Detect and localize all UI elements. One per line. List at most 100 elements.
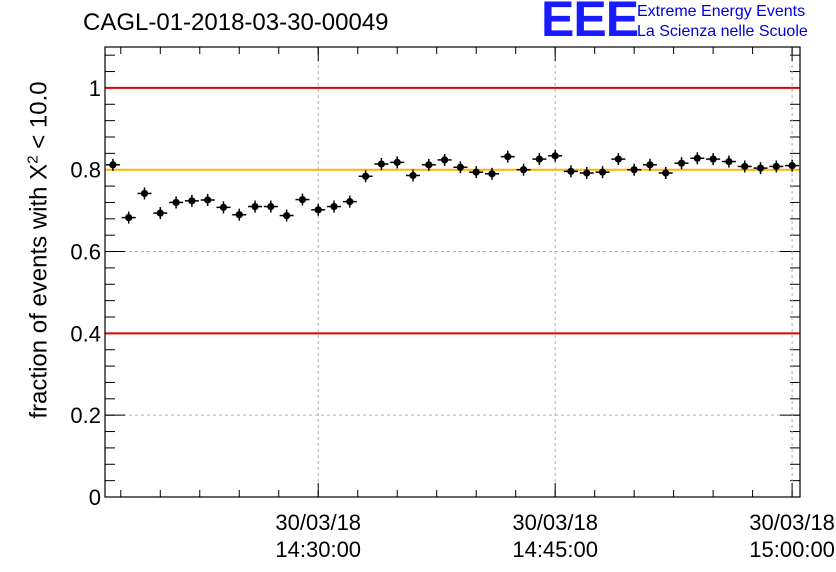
data-point xyxy=(295,193,310,206)
data-point-marker xyxy=(488,170,496,178)
x-tick-label-time: 14:45:00 xyxy=(512,537,598,562)
data-point-marker xyxy=(646,161,654,169)
data-point-marker xyxy=(235,211,243,219)
data-point-marker xyxy=(535,155,543,163)
data-point xyxy=(342,195,357,208)
data-point-marker xyxy=(630,166,638,174)
y-tick-label: 1 xyxy=(89,76,101,101)
logo-line-2: La Scienza nelle Scuole xyxy=(637,23,808,40)
data-point-marker xyxy=(662,169,670,177)
data-point-marker xyxy=(772,162,780,171)
x-tick-label-date: 30/03/18 xyxy=(749,510,835,535)
data-point-marker xyxy=(204,196,212,204)
data-point xyxy=(453,161,468,174)
data-point xyxy=(421,158,436,171)
y-axis-label-sup: 2 xyxy=(24,155,42,164)
data-point-marker xyxy=(756,164,765,172)
data-point xyxy=(563,165,578,178)
data-point-marker xyxy=(267,202,275,211)
y-tick-label: 0.2 xyxy=(70,403,101,428)
data-point-marker xyxy=(156,209,164,217)
chart-title: CAGL-01-2018-03-30-00049 xyxy=(83,9,389,36)
data-point xyxy=(484,167,499,180)
data-point-marker xyxy=(583,169,591,177)
data-point xyxy=(358,170,373,183)
data-point-marker xyxy=(219,203,228,211)
data-point xyxy=(406,169,421,182)
y-tick-label: 0.8 xyxy=(70,158,101,183)
data-point xyxy=(311,203,326,216)
y-axis-label: fraction of events with X2 < 10.0 xyxy=(25,81,54,418)
data-point-marker xyxy=(314,206,322,214)
y-tick-label: 0.4 xyxy=(70,321,101,346)
plot-frame xyxy=(104,46,801,498)
data-point-marker xyxy=(472,168,480,176)
data-point-marker xyxy=(251,202,259,211)
data-point xyxy=(579,167,594,179)
x-tick-label-time: 15:00:00 xyxy=(749,537,835,562)
data-point-marker xyxy=(298,195,307,204)
data-point-marker xyxy=(614,155,622,163)
data-point-marker xyxy=(725,157,733,166)
data-point xyxy=(721,155,736,168)
y-axis-label-suffix: < 10.0 xyxy=(25,81,53,156)
data-point xyxy=(769,160,784,173)
data-point-marker xyxy=(456,163,464,171)
data-point xyxy=(674,157,689,170)
data-point-marker xyxy=(172,198,180,207)
data-point xyxy=(200,194,215,206)
data-point-marker xyxy=(330,202,338,211)
data-point xyxy=(548,149,563,162)
y-axis-label-prefix: fraction of events with X xyxy=(25,163,53,419)
data-point-marker xyxy=(409,171,417,180)
data-point-marker xyxy=(125,213,133,222)
data-point xyxy=(279,209,294,222)
data-point-marker xyxy=(425,161,433,169)
data-point xyxy=(737,160,752,173)
data-point-marker xyxy=(693,154,701,162)
data-point-marker xyxy=(504,153,512,161)
data-point xyxy=(595,166,610,179)
data-point xyxy=(121,211,136,224)
data-point xyxy=(690,152,705,165)
data-point-marker xyxy=(109,161,117,169)
data-point-marker xyxy=(346,198,354,206)
x-tick-label-time: 14:30:00 xyxy=(275,537,361,562)
data-point-marker xyxy=(567,167,575,175)
data-point-marker xyxy=(709,155,717,163)
data-point xyxy=(216,201,231,214)
data-point xyxy=(785,159,800,172)
x-tick-label-date: 30/03/18 xyxy=(512,510,598,535)
x-tick-label-date: 30/03/18 xyxy=(275,510,361,535)
eee-logo: EEE Extreme Energy Events La Scienza nel… xyxy=(541,0,836,46)
logo-text: Extreme Energy Events La Scienza nelle S… xyxy=(637,2,808,42)
data-point-marker xyxy=(140,189,149,198)
data-point xyxy=(706,153,721,166)
data-point xyxy=(658,167,673,179)
data-point xyxy=(469,166,484,179)
data-point-marker xyxy=(188,197,196,205)
data-point xyxy=(327,200,342,213)
data-point-marker xyxy=(519,166,528,174)
data-point-marker xyxy=(362,172,370,180)
data-point xyxy=(437,153,452,166)
logo-line-1: Extreme Energy Events xyxy=(637,3,806,20)
data-point-marker xyxy=(551,152,559,160)
data-point xyxy=(153,207,168,220)
data-point xyxy=(611,153,626,166)
data-point-marker xyxy=(598,168,607,176)
data-point xyxy=(516,163,531,176)
data-point-marker xyxy=(441,156,449,164)
data-point xyxy=(248,200,263,213)
data-point-marker xyxy=(788,162,796,170)
data-point-marker xyxy=(741,162,749,171)
y-tick-label: 0 xyxy=(89,485,101,510)
data-point xyxy=(105,158,120,171)
data-point-marker xyxy=(677,159,686,167)
data-point-marker xyxy=(377,160,386,168)
data-point xyxy=(232,208,247,221)
data-point xyxy=(753,162,768,175)
data-point xyxy=(390,156,405,169)
data-point xyxy=(263,200,278,213)
